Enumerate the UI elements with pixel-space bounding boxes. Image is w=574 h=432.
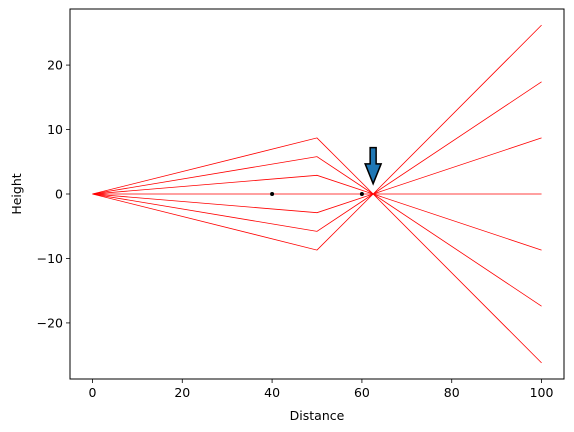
arrow-annotation-1 — [364, 146, 383, 186]
ray-line-3 — [92, 174, 542, 251]
x-tick-label: 20 — [174, 385, 190, 400]
y-tick-label: 20 — [47, 58, 63, 73]
y-axis-label: Height — [9, 173, 24, 214]
ray-line-2 — [92, 156, 542, 307]
y-tick-label: 0 — [55, 187, 63, 202]
series-layer — [92, 24, 542, 364]
ray-line-5 — [92, 137, 542, 214]
x-axis-label: Distance — [290, 408, 345, 423]
data-point-2 — [359, 192, 364, 196]
y-tick-label: 10 — [47, 122, 63, 137]
data-point-1 — [270, 192, 275, 196]
annotation-layer — [364, 146, 383, 186]
ray-line-7 — [92, 24, 542, 251]
x-tick-label: 0 — [88, 385, 96, 400]
x-tick-label: 60 — [354, 385, 370, 400]
y-tick-label: −20 — [37, 315, 63, 330]
ray-line-6 — [92, 81, 542, 232]
x-tick-label: 40 — [264, 385, 280, 400]
y-tick-label: −10 — [37, 251, 63, 266]
points-layer — [270, 192, 364, 196]
ray-line-1 — [92, 137, 542, 364]
x-tick-label: 80 — [444, 385, 460, 400]
x-tick-label: 100 — [530, 385, 554, 400]
y-axis: −20 −10 0 10 20 — [37, 58, 70, 330]
x-axis: 0 20 40 60 80 100 — [88, 379, 554, 400]
